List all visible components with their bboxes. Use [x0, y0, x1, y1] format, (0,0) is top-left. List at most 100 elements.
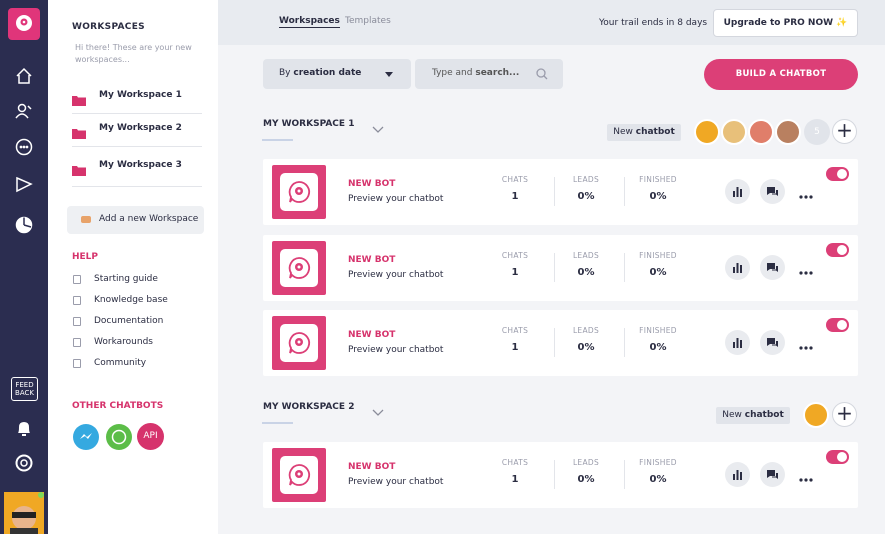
- build-chatbot-button[interactable]: BUILD A CHATBOT: [704, 59, 858, 90]
- user-avatar[interactable]: [4, 492, 44, 534]
- tab[interactable]: Templates: [345, 16, 391, 26]
- active-toggle[interactable]: [826, 449, 849, 468]
- whatsapp-button[interactable]: [105, 423, 133, 451]
- chat-button[interactable]: [760, 179, 785, 208]
- icon: [725, 330, 750, 355]
- workspace-title: MY WORKSPACE 2: [263, 402, 355, 412]
- stat-value: 0%: [649, 342, 667, 353]
- workspace-toggle[interactable]: [372, 402, 384, 421]
- search-icon: [536, 68, 548, 80]
- active-toggle[interactable]: [826, 166, 849, 185]
- sidebar-title: WORKSPACES: [72, 22, 145, 32]
- feedback-button[interactable]: FEED BACK: [11, 377, 38, 401]
- stat-label: FINISHED: [639, 458, 677, 467]
- help-icon: [73, 296, 81, 305]
- more-button[interactable]: [799, 261, 813, 280]
- help-icon: [73, 275, 81, 284]
- bot-icon: [272, 448, 326, 506]
- bot-card[interactable]: NEW BOT Preview your chatbot CHATS 1 LEADS 0%…: [263, 310, 858, 376]
- stat-label: FINISHED: [639, 175, 677, 184]
- icon: [725, 462, 750, 487]
- tab-active[interactable]: Workspaces: [279, 16, 340, 28]
- icon: [760, 330, 785, 355]
- help-icon: [73, 317, 81, 326]
- more-button[interactable]: [799, 468, 813, 487]
- bot-icon: [272, 240, 326, 299]
- new-chatbot-chip[interactable]: New chatbot: [607, 124, 681, 141]
- nav-icons[interactable]: [14, 66, 34, 246]
- bot-icon: [272, 165, 326, 223]
- member-avatar[interactable]: [748, 119, 774, 145]
- bot-card[interactable]: NEW BOT Preview your chatbot CHATS 1 LEADS 0%…: [263, 234, 858, 301]
- toggle: [826, 167, 849, 181]
- stat-value: 0%: [577, 474, 595, 485]
- title-underline: [262, 422, 293, 424]
- bot-name: NEW BOT: [348, 254, 396, 265]
- help-link[interactable]: Knowledge base: [94, 295, 168, 305]
- upgrade-button[interactable]: Upgrade to PRO NOW ✨: [713, 9, 858, 37]
- add-member-button[interactable]: +: [832, 119, 857, 144]
- bot-card[interactable]: NEW BOT Preview your chatbot CHATS 1 LEADS 0%…: [263, 442, 858, 508]
- workspace-link[interactable]: My Workspace 1: [99, 90, 182, 100]
- workspace-folder: [72, 91, 86, 110]
- workspace-toggle[interactable]: [372, 119, 384, 138]
- stat-value: 0%: [649, 266, 667, 278]
- active-toggle[interactable]: [826, 242, 849, 261]
- help-link[interactable]: Starting guide: [94, 274, 158, 284]
- stat-divider: [624, 460, 625, 489]
- title-underline: [262, 139, 293, 141]
- workspace-link[interactable]: My Workspace 2: [99, 123, 182, 133]
- stats-button[interactable]: [725, 330, 750, 359]
- stats-button[interactable]: [725, 462, 750, 491]
- add-member-button[interactable]: +: [832, 402, 857, 427]
- chevron: [372, 409, 384, 416]
- bot-subtitle: Preview your chatbot: [348, 477, 444, 487]
- icon: [760, 254, 785, 280]
- workspace-link[interactable]: My Workspace 3: [99, 160, 182, 170]
- stats-button[interactable]: [725, 179, 750, 208]
- stat-value: 0%: [577, 342, 595, 353]
- stat-value: 0%: [577, 266, 595, 278]
- stat-value: 0%: [577, 191, 595, 202]
- sort-select[interactable]: By creation date: [263, 59, 411, 89]
- more-button[interactable]: [799, 185, 813, 204]
- stat-value: 0%: [649, 191, 667, 202]
- bot-name: NEW BOT: [348, 179, 396, 189]
- member-avatar[interactable]: [694, 119, 720, 145]
- logo[interactable]: [8, 8, 40, 40]
- stat-label: FINISHED: [639, 326, 677, 335]
- chat-button[interactable]: [760, 254, 785, 284]
- search-hint: search...: [475, 68, 520, 78]
- more-button[interactable]: [799, 336, 813, 355]
- bot-card[interactable]: NEW BOT Preview your chatbot CHATS 1 LEADS 0%…: [263, 159, 858, 225]
- toggle: [826, 450, 849, 464]
- help-link[interactable]: Workarounds: [94, 337, 153, 347]
- api-button[interactable]: API: [137, 423, 164, 450]
- help-link[interactable]: Community: [94, 358, 147, 368]
- divider: [72, 113, 202, 114]
- new-chatbot-chip[interactable]: New chatbot: [716, 407, 790, 424]
- add-workspace-icon: [81, 216, 91, 223]
- chat-button[interactable]: [760, 330, 785, 359]
- chip-text: New: [613, 127, 633, 137]
- stat-divider: [624, 328, 625, 357]
- help-link[interactable]: Documentation: [94, 316, 164, 326]
- help-icon: [73, 338, 81, 347]
- search-input[interactable]: Type and search...: [415, 59, 563, 89]
- bot-icon: [272, 165, 326, 219]
- chat-button[interactable]: [760, 462, 785, 491]
- extra-members[interactable]: 5: [804, 119, 830, 145]
- member-avatar[interactable]: [775, 119, 801, 145]
- dots: [799, 270, 813, 275]
- member-avatar[interactable]: [721, 119, 747, 145]
- nav-bottom-icons[interactable]: [14, 418, 34, 474]
- stats-button[interactable]: [725, 254, 750, 284]
- chip-text: New: [722, 410, 742, 420]
- stat-divider: [624, 177, 625, 206]
- bot-subtitle: Preview your chatbot: [348, 194, 444, 204]
- member-avatar[interactable]: [803, 402, 829, 428]
- messenger-button[interactable]: [72, 423, 100, 451]
- stat-label: CHATS: [501, 250, 529, 260]
- active-toggle[interactable]: [826, 317, 849, 336]
